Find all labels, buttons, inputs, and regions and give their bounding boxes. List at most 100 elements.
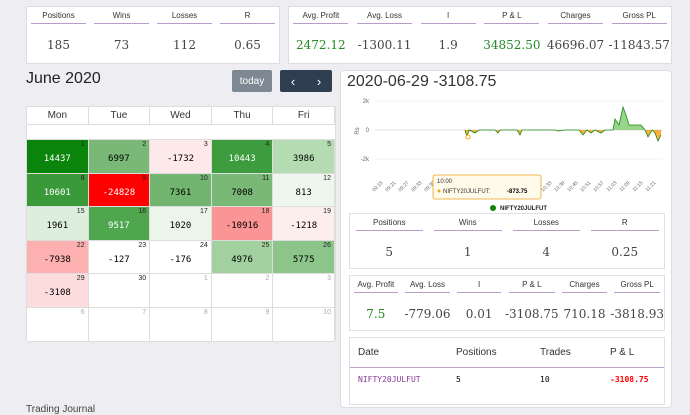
calendar-day-cell[interactable]: 23 -127 <box>88 240 151 274</box>
calendar-day-cell[interactable]: 10 7361 <box>150 173 212 207</box>
calendar-week-row: 1 14437 2 6997 3 -1732 4 10443 5 3986 <box>27 140 335 174</box>
x-tick-label: 09:33 <box>410 180 423 193</box>
stat-avg-loss: Avg. Loss -779.06 <box>402 276 454 330</box>
day-number: 23 <box>138 241 147 249</box>
next-month-icon[interactable]: › <box>316 73 322 89</box>
trades-table: Date Positions Trades P & L NIFTY20JULFU… <box>349 337 665 405</box>
calendar-week-row: 6 7 8 9 10 <box>27 307 335 342</box>
calendar-grid: Mon Tue Wed Thu Fri 1 14437 2 6997 3 -1732 4 10443 5… <box>26 106 336 342</box>
day-number: 10 <box>199 174 208 182</box>
calendar-day-cell[interactable]: 16 9517 <box>88 207 151 240</box>
calendar-day-cell[interactable]: 9 -24828 <box>88 173 151 207</box>
calendar-day-cell[interactable]: 22 -7938 <box>27 240 89 274</box>
calendar-day-cell[interactable]: 19 -1218 <box>273 207 335 240</box>
day-pl-value: 7008 <box>231 187 253 198</box>
x-tick-label: 10:57 <box>592 180 605 193</box>
stat-label: Avg. Profit <box>293 11 349 24</box>
calendar-day-cell[interactable]: 7 <box>88 307 151 341</box>
calendar-day-cell[interactable]: 10 <box>273 307 335 341</box>
calendar-day-cell[interactable]: 3 <box>273 274 335 307</box>
stat-value: -779.06 <box>404 307 451 321</box>
day-number: 22 <box>76 241 85 249</box>
today-button[interactable]: today <box>232 70 272 92</box>
weekday-fri: Fri <box>273 107 335 124</box>
table-row[interactable]: NIFTY20JULFUT 5 10 -3108.75 <box>350 368 664 390</box>
calendar-day-cell[interactable]: 3 -1732 <box>150 140 212 173</box>
day-pl-value: -10916 <box>225 221 259 232</box>
stat-label: Wins <box>94 11 149 24</box>
y-axis-title: Rs <box>355 127 361 134</box>
stat-label: Avg. Loss <box>405 280 450 293</box>
stat-i: I 1.9 <box>416 7 480 63</box>
calendar-day-cell[interactable]: 2 6997 <box>88 140 151 173</box>
calendar-day-cell[interactable]: 18 -10916 <box>211 207 274 240</box>
calendar-day-cell[interactable]: 30 <box>88 274 151 307</box>
day-number: 9 <box>142 174 147 182</box>
day-number: 26 <box>323 241 331 249</box>
stat-positions: Positions 185 <box>27 7 90 63</box>
calendar-week-row: 8 10601 9 -24828 10 7361 11 7008 12 813 <box>27 173 335 208</box>
calendar-day-cell[interactable]: 1 14437 <box>27 140 89 173</box>
calendar-title: June 2020 <box>26 70 101 87</box>
row-symbol-link[interactable]: NIFTY20JULFUT <box>358 374 421 384</box>
stat-avg-profit: Avg. Profit 7.5 <box>350 276 402 330</box>
day-number: 12 <box>323 174 331 182</box>
calendar-day-cell[interactable]: 8 10601 <box>27 173 89 207</box>
calendar-day-cell[interactable]: 24 -176 <box>150 240 212 274</box>
x-tick-label: 10:39 <box>553 180 566 193</box>
day-stats-panel-2: Avg. Profit 7.5 Avg. Loss -779.06 I 0.01 P & L… <box>349 275 665 331</box>
day-pl-value: 10443 <box>228 154 256 164</box>
day-number: 8 <box>203 308 208 316</box>
calendar-day-cell[interactable]: 25 4976 <box>211 240 274 274</box>
footer-heading: Trading Journal <box>26 404 96 415</box>
calendar-day-cell[interactable]: 1 <box>150 274 212 307</box>
weekday-mon: Mon <box>27 107 89 124</box>
prev-month-icon[interactable]: ‹ <box>290 73 296 89</box>
row-pl: -3108.75 <box>610 374 649 384</box>
day-pl-value: -3108 <box>43 288 71 299</box>
stat-value: 73 <box>113 38 130 52</box>
day-number: 4 <box>265 141 270 148</box>
stat-label: Wins <box>434 218 502 231</box>
stat-gross-pl: Gross PL -3818.93 <box>610 276 664 330</box>
stat-label: R <box>220 11 275 24</box>
calendar-day-cell[interactable]: 11 7008 <box>211 173 274 207</box>
calendar-day-cell[interactable]: 6 <box>27 307 89 341</box>
calendar-day-cell[interactable]: 15 1961 <box>27 207 89 240</box>
tooltip-value: -873.75 <box>507 189 528 195</box>
calendar-day-cell[interactable]: 8 <box>150 307 212 341</box>
day-number: 11 <box>262 174 270 182</box>
calendar-day-cell[interactable]: 26 5775 <box>273 240 335 274</box>
day-number: 6 <box>80 308 85 316</box>
stat-label: P & L <box>508 280 555 293</box>
x-tick-label: 11:03 <box>606 180 619 193</box>
calendar-day-cell[interactable]: 4 10443 <box>211 140 274 173</box>
stat-label: Positions <box>31 11 86 24</box>
x-tick-label: 09:15 <box>371 180 384 193</box>
day-number: 16 <box>138 208 147 216</box>
calendar-day-cell[interactable]: 12 813 <box>273 173 335 207</box>
calendar-day-cell[interactable]: 17 1020 <box>150 207 212 240</box>
calendar-day-cell[interactable]: 5 3986 <box>273 140 335 173</box>
stat-losses: Losses 112 <box>153 7 216 63</box>
calendar-day-cell[interactable]: 9 <box>211 307 274 341</box>
col-date: Date <box>358 347 380 358</box>
calendar-day-cell[interactable]: 2 <box>211 274 274 307</box>
x-tick-label: 10:45 <box>566 180 579 193</box>
stat-label: R <box>591 218 659 231</box>
day-detail-card: 2020-06-29 -3108.75 2k 0 -2k Rs 09:15 09:21 09… <box>340 70 672 408</box>
stat-value: 7.5 <box>366 307 386 321</box>
day-pl-value: -127 <box>108 254 130 265</box>
col-positions: Positions <box>456 347 497 358</box>
stat-value: -1300.11 <box>357 38 412 52</box>
stat-charges: Charges 46696.07 <box>544 7 608 63</box>
calendar-day-cell[interactable]: 29 -3108 <box>27 274 89 307</box>
stat-value: 0.25 <box>611 245 639 259</box>
day-pl-value: -1732 <box>166 154 195 164</box>
hover-point-icon <box>465 134 471 140</box>
stat-value: 112 <box>173 38 196 52</box>
day-pl-value: 1020 <box>169 221 192 232</box>
day-number: 8 <box>80 174 85 182</box>
day-stats-panel-1: Positions 5 Wins 1 Losses 4 R 0.25 <box>349 213 665 269</box>
day-number: 17 <box>199 208 208 216</box>
